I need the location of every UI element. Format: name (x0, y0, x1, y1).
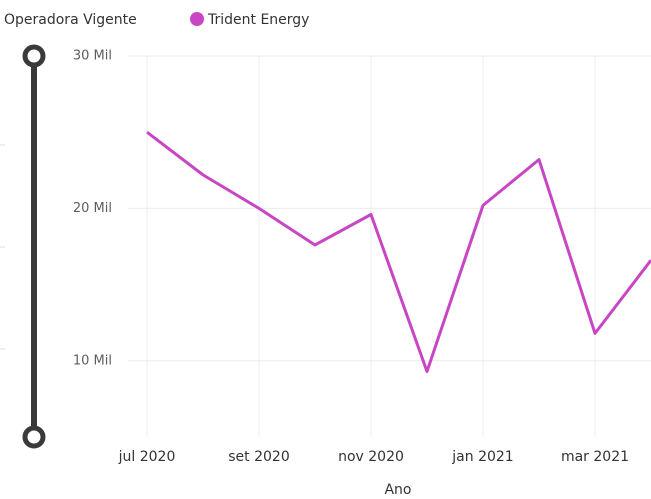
legend-marker (190, 12, 204, 26)
legend-title: Operadora Vigente (4, 12, 137, 28)
legend-label: Trident Energy (207, 12, 309, 28)
y-tick-label: 10 Mil (73, 353, 112, 368)
y-tick-label: 20 Mil (73, 201, 112, 216)
x-tick-label: set 2020 (228, 449, 289, 465)
x-tick-label: mar 2021 (561, 449, 629, 465)
y-tick-label: 30 Mil (73, 49, 112, 64)
slider-handle[interactable] (22, 44, 46, 68)
x-tick-label: nov 2020 (338, 449, 404, 465)
x-tick-label: jul 2020 (118, 449, 176, 465)
slider-handle[interactable] (22, 425, 46, 449)
x-tick-label: jan 2021 (451, 449, 513, 465)
x-axis-title: Ano (384, 482, 411, 498)
line-series (146, 131, 651, 373)
range-slider[interactable] (22, 44, 46, 449)
left-ticks (0, 144, 5, 350)
